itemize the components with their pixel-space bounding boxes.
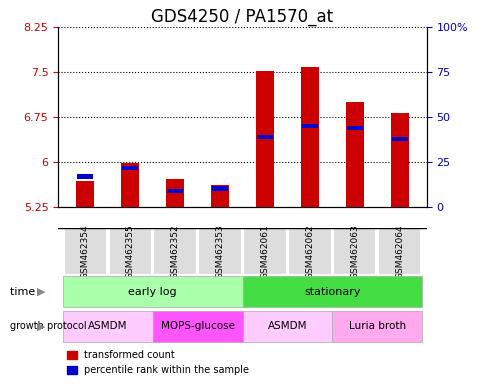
Text: MOPS-glucose: MOPS-glucose [160,321,234,331]
Legend: transformed count, percentile rank within the sample: transformed count, percentile rank withi… [63,346,253,379]
Text: ▶: ▶ [37,321,45,331]
Bar [256,71,273,207]
FancyBboxPatch shape [108,228,151,275]
Bar [166,179,184,207]
Text: GSM462353: GSM462353 [215,224,224,279]
Bar [301,124,318,128]
Bar [122,166,138,170]
Text: GSM462062: GSM462062 [305,224,314,279]
Text: ASMDM: ASMDM [88,321,127,331]
Bar [300,67,318,207]
Text: early log: early log [128,287,177,297]
Bar [211,185,228,207]
Text: Luria broth: Luria broth [348,321,405,331]
Title: GDS4250 / PA1570_at: GDS4250 / PA1570_at [151,8,333,26]
FancyBboxPatch shape [198,228,241,275]
Bar [257,135,272,139]
FancyBboxPatch shape [332,311,422,342]
FancyBboxPatch shape [62,311,152,342]
FancyBboxPatch shape [62,276,242,307]
Bar [391,137,407,141]
Text: GSM462352: GSM462352 [170,224,179,279]
Bar [76,181,94,207]
Bar [121,163,139,207]
FancyBboxPatch shape [242,311,332,342]
Text: GSM462064: GSM462064 [394,224,404,279]
FancyBboxPatch shape [333,228,376,275]
Bar [166,189,183,193]
Text: stationary: stationary [303,287,360,297]
Text: time: time [10,287,38,297]
FancyBboxPatch shape [152,311,242,342]
Text: ▶: ▶ [37,287,45,297]
Text: GSM462355: GSM462355 [125,224,135,279]
FancyBboxPatch shape [378,228,421,275]
Bar [77,174,93,179]
Bar [345,102,363,207]
Bar [390,113,408,207]
Bar [212,186,227,190]
Text: ASMDM: ASMDM [267,321,306,331]
FancyBboxPatch shape [242,276,422,307]
Text: GSM462354: GSM462354 [80,224,90,279]
FancyBboxPatch shape [153,228,196,275]
FancyBboxPatch shape [243,228,286,275]
FancyBboxPatch shape [288,228,331,275]
Text: GSM462063: GSM462063 [349,224,359,279]
FancyBboxPatch shape [63,228,106,275]
Text: GSM462061: GSM462061 [260,224,269,279]
Bar [346,126,362,131]
Text: growth protocol: growth protocol [10,321,89,331]
